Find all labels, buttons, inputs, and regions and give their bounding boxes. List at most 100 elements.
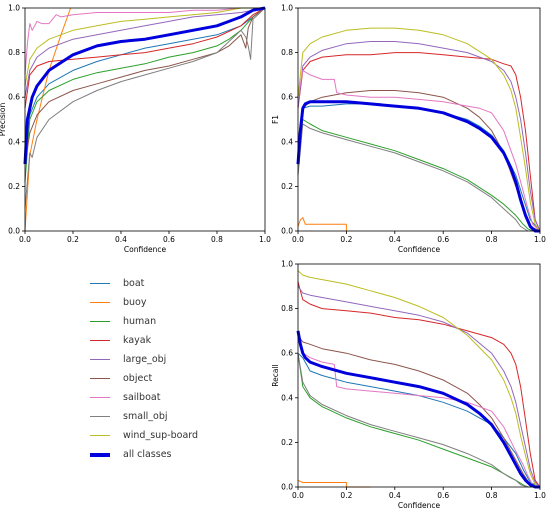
precision-series-all-classes [23, 6, 266, 165]
precision-panel: 0.0 0.2 0.4 0.6 0.8 1.0 0.0 0.2 0.4 0.6 0.8 1.0 Conf… [0, 4, 271, 255]
precision-series-large-obj [24, 7, 266, 98]
f1-x-tick-label: 0.4 [389, 235, 401, 244]
legend-swatch [90, 378, 110, 379]
f1-x-tick-label: 0.2 [340, 235, 352, 244]
f1-y-axis-label: F1 [271, 115, 280, 124]
legend-label: object [123, 373, 153, 384]
precision-y-tick-label: 0.6 [8, 93, 20, 102]
recall-x-tick-label: 0.0 [292, 491, 304, 500]
f1-y-tick-label: 0.2 [281, 182, 293, 191]
precision-y-tick-label: 0.8 [8, 48, 20, 57]
precision-x-tick-label: 0.8 [211, 235, 223, 244]
legend-swatch [90, 320, 110, 322]
recall-series-sailboat [297, 337, 541, 488]
legend-swatch [90, 301, 110, 303]
precision-y-tick-label: 0.4 [8, 137, 20, 146]
legend-label: sailboat [123, 392, 161, 404]
f1-y-tick-label: 0.6 [281, 93, 293, 102]
precision-series-small-obj [24, 7, 266, 209]
f1-x-axis-label: Confidence [398, 245, 441, 254]
legend-label: all classes [123, 449, 172, 461]
legend-label: buoy [123, 296, 147, 308]
recall-series-human [297, 353, 533, 488]
precision-x-tick-label: 0.2 [67, 235, 79, 244]
legend-label: large_obj [123, 353, 167, 365]
legend-item-boat: boat [90, 275, 144, 291]
legend-item-large-obj: large_obj [90, 351, 166, 367]
legend-label: human [123, 315, 157, 327]
precision-y-tick-label: 1.0 [8, 4, 20, 13]
precision-x-axis-label: Confidence [124, 245, 167, 254]
precision-series-wind-sup-board [24, 7, 265, 87]
legend-swatch [90, 452, 110, 457]
legend-item-all-classes: all classes [90, 447, 172, 463]
recall-series-small-obj [297, 353, 529, 488]
recall-series-all-classes [296, 330, 540, 489]
recall-series-buoy [297, 479, 371, 488]
f1-series-object [297, 90, 541, 232]
recall-y-tick-label: 0.4 [281, 393, 293, 402]
f1-y-tick-label: 0.8 [281, 48, 293, 57]
recall-x-tick-label: 0.4 [389, 491, 401, 500]
precision-series-human [24, 7, 266, 182]
f1-x-tick-label: 1.0 [534, 235, 546, 244]
legend-item-kayak: kayak [90, 332, 151, 348]
f1-series-all-classes [296, 100, 540, 233]
f1-series-large-obj [297, 41, 541, 232]
f1-series-buoy [297, 217, 347, 231]
legend-item-human: human [90, 313, 156, 329]
legend-item-sailboat: sailboat [90, 390, 160, 406]
f1-y-tick-label: 0.0 [281, 227, 293, 236]
recall-panel: 0.0 0.2 0.4 0.6 0.8 1.0 0.0 0.2 0.4 0.6 0.8 1.0 Conf… [271, 260, 546, 511]
recall-y-tick-label: 0.6 [281, 349, 293, 358]
recall-x-tick-label: 1.0 [534, 491, 546, 500]
legend-swatch [90, 282, 110, 284]
precision-x-tick-label: 0.0 [19, 235, 31, 244]
f1-axes-frame [297, 7, 541, 232]
f1-panel: 0.0 0.2 0.4 0.6 0.8 1.0 0.0 0.2 0.4 0.6 0.8 1.0 Conf… [271, 4, 546, 255]
legend-item-wind-sup-board: wind_sup-board [90, 428, 198, 444]
recall-x-tick-label: 0.2 [340, 491, 352, 500]
recall-y-tick-label: 1.0 [281, 260, 293, 269]
legend-swatch [90, 435, 110, 437]
precision-series-sailboat [24, 7, 265, 75]
legend-swatch [90, 358, 110, 360]
precision-y-axis-label: Precision [0, 103, 7, 137]
recall-series-kayak [297, 281, 541, 488]
precision-x-tick-label: 0.6 [163, 235, 175, 244]
recall-x-axis-label: Confidence [398, 501, 441, 510]
f1-series-human [297, 119, 533, 232]
recall-x-tick-label: 0.6 [437, 491, 449, 500]
legend-label: wind_sup-board [123, 430, 199, 442]
precision-x-tick-label: 0.4 [115, 235, 127, 244]
recall-series-boat [297, 352, 541, 488]
recall-axes-frame [297, 263, 541, 488]
legend-item-small-obj: small_obj [90, 409, 168, 425]
precision-y-tick-label: 0.2 [8, 182, 20, 191]
legend-swatch [90, 339, 110, 341]
recall-series-large-obj [297, 286, 541, 488]
f1-series-small-obj [297, 123, 529, 232]
recall-y-tick-label: 0.2 [281, 438, 293, 447]
f1-y-tick-label: 0.4 [281, 137, 293, 146]
f1-x-tick-label: 0.8 [486, 235, 498, 244]
legend-label: small_obj [123, 411, 168, 423]
precision-series-buoy [24, 7, 72, 232]
f1-series-boat [297, 103, 541, 232]
legend-item-object: object [90, 371, 152, 387]
f1-y-tick-label: 1.0 [281, 4, 293, 13]
precision-axes-frame [24, 7, 266, 232]
recall-series-object [297, 335, 541, 488]
recall-y-axis-label: Recall [271, 364, 280, 386]
recall-y-tick-label: 0.0 [281, 483, 293, 492]
precision-y-tick-label: 0.0 [8, 227, 20, 236]
f1-x-tick-label: 0.0 [292, 235, 304, 244]
recall-x-tick-label: 0.8 [486, 491, 498, 500]
f1-series-wind-sup-board [297, 27, 541, 232]
precision-series-kayak [24, 7, 266, 109]
recall-series-wind-sup-board [297, 270, 541, 488]
f1-x-tick-label: 0.6 [437, 235, 449, 244]
legend-item-buoy: buoy [90, 294, 147, 310]
f1-series-sailboat [297, 69, 541, 232]
